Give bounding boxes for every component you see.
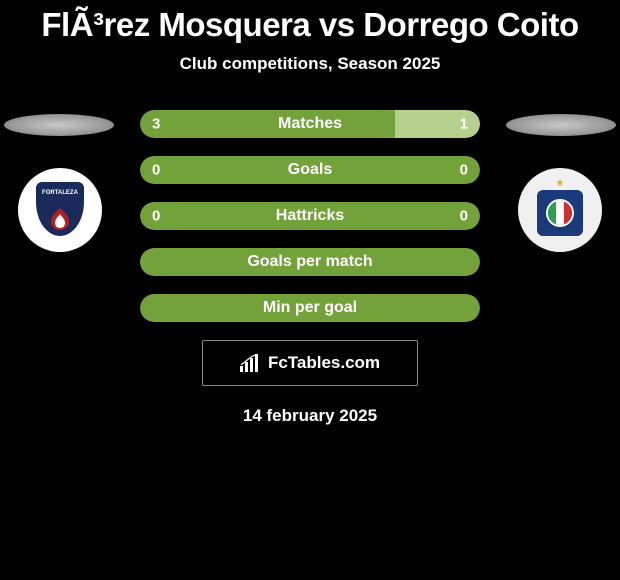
stripe-white [556, 201, 564, 225]
club-badge-left: FORTALEZA [18, 168, 102, 252]
player-left-photo [4, 114, 114, 136]
bar-chart-icon [240, 354, 262, 372]
comparison-infographic: FlÃ³rez Mosquera vs Dorrego Coito Club c… [0, 0, 620, 426]
stat-row: Min per goal [140, 294, 480, 322]
stat-value-right: 0 [460, 162, 468, 179]
club-crest-right [537, 190, 583, 236]
stat-label: Goals [288, 161, 332, 179]
stat-segment-left [140, 110, 395, 138]
club-crest-circle [546, 199, 574, 227]
footer-date: 14 february 2025 [0, 406, 620, 426]
club-badge-right: ★ [518, 168, 602, 252]
stat-label: Matches [278, 115, 342, 133]
stat-row: Hattricks 0 0 [140, 202, 480, 230]
page-title: FlÃ³rez Mosquera vs Dorrego Coito [0, 6, 620, 44]
stat-label: Goals per match [247, 253, 372, 271]
club-badge-right-inner: ★ [530, 180, 590, 240]
club-shield-left: FORTALEZA [36, 182, 84, 236]
comparison-area: FORTALEZA ★ [0, 110, 620, 322]
club-badge-left-inner: FORTALEZA [30, 180, 90, 240]
brand-box: FcTables.com [202, 340, 418, 386]
flame-icon [47, 208, 73, 230]
stat-value-left: 0 [152, 208, 160, 225]
stat-value-right: 1 [460, 116, 468, 133]
brand-text: FcTables.com [268, 353, 380, 373]
stat-value-left: 3 [152, 116, 160, 133]
stat-value-right: 0 [460, 208, 468, 225]
stripe-red [564, 201, 572, 225]
stat-row: Goals 0 0 [140, 156, 480, 184]
stat-row: Matches 3 1 [140, 110, 480, 138]
player-right-photo [506, 114, 616, 136]
stats-list: Matches 3 1 Goals 0 0 Hattricks 0 0 Goals per mat… [140, 110, 480, 322]
club-shield-left-label: FORTALEZA [38, 184, 82, 202]
page-subtitle: Club competitions, Season 2025 [0, 54, 620, 74]
stat-value-left: 0 [152, 162, 160, 179]
star-icon: ★ [530, 180, 590, 188]
stat-label: Hattricks [276, 207, 344, 225]
stripe-green [548, 201, 556, 225]
stat-row: Goals per match [140, 248, 480, 276]
stat-label: Min per goal [263, 299, 357, 317]
